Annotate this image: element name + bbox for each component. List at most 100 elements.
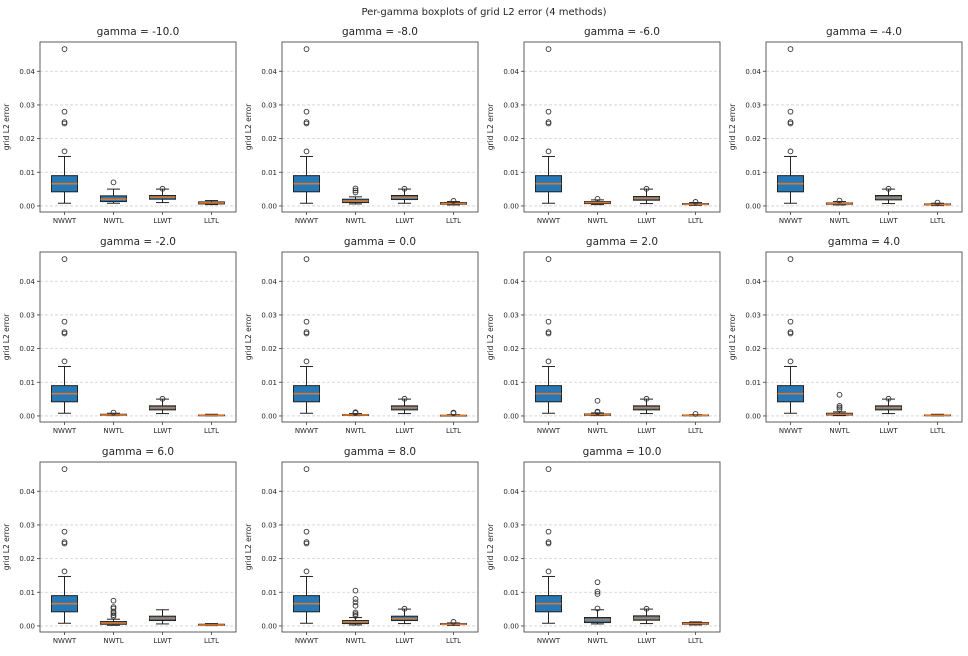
outlier-point [61,329,68,335]
y-tick-label: 0.04 [19,278,35,286]
outlier-point [303,119,310,125]
y-tick-label: 0.03 [261,521,277,529]
y-tick-label: 0.00 [745,412,761,420]
x-tick-label: LLWT [879,427,898,435]
y-axis-label: grid L2 error [244,313,253,360]
x-tick-label: NWTL [345,637,365,645]
outlier-point [836,391,843,398]
plot-frame [523,461,721,633]
y-tick-label: 0.04 [19,488,35,496]
y-tick-label: 0.03 [503,311,519,319]
y-axis-label: grid L2 error [2,313,11,360]
plot-frame [281,41,479,213]
outlier-point [352,185,359,192]
outlier-point [545,539,552,545]
subplot-title: gamma = 10.0 [583,446,662,458]
outlier-point [352,189,359,196]
x-tick-label: NWWT [537,427,561,435]
y-tick-label: 0.02 [503,135,519,143]
boxplot-NWTL [100,409,127,417]
outlier-point [61,318,68,325]
y-tick-label: 0.01 [261,379,277,387]
x-tick-label: LLTL [446,637,461,645]
outlier-point [110,409,117,416]
outlier-point [545,119,552,125]
outlier-point [450,198,457,204]
x-tick-label: NWWT [779,217,803,225]
outlier-point [110,604,117,610]
outlier-point [885,185,892,192]
y-tick-label: 0.04 [261,488,277,496]
subplot-title: gamma = -10.0 [97,26,180,38]
boxplot-NWTL [826,391,853,417]
y-tick-label: 0.01 [19,169,35,177]
x-tick-label: NWWT [537,637,561,645]
subplot-gamma--2: 0.00 0.01 0.02 0.03 0.04 gamma = -2.0 grid L2 … [2,236,237,435]
boxplot-NWWT [51,256,78,414]
plot-frame [281,461,479,633]
subplot-gamma-0: 0.00 0.01 0.02 0.03 0.04 gamma = 0.0 grid L2 e… [244,236,479,435]
y-tick-label: 0.04 [503,68,519,76]
outlier-point [787,148,794,155]
y-tick-label: 0.03 [745,311,761,319]
boxplot-NWTL [342,409,369,417]
outlier-point [643,395,650,402]
outlier-point [787,108,794,115]
x-tick-label: NWWT [53,427,77,435]
boxplot-NWWT [777,46,804,204]
boxplot-LLWT [633,605,660,625]
subplot-cell-gamma--10: 0.00 0.01 0.02 0.03 0.04 gamma = -10.0 grid L2… [0,22,242,232]
plot-frame [39,41,237,213]
outlier-point [787,256,794,262]
y-tick-label: 0.01 [261,589,277,597]
y-tick-label: 0.00 [19,412,35,420]
subplot-title: gamma = -6.0 [584,26,660,38]
outlier-point [594,579,601,586]
plot-frame [765,251,963,423]
y-tick-label: 0.00 [19,622,35,630]
outlier-point [401,395,408,402]
boxplot-NWTL [584,579,611,625]
subplot-gamma-4: 0.00 0.01 0.02 0.03 0.04 gamma = 4.0 grid L2 e… [728,236,963,435]
boxplot-LLTL [198,200,225,206]
y-axis-label: grid L2 error [2,523,11,570]
outlier-point [692,199,699,205]
x-tick-label: LLWT [637,217,656,225]
boxplot-NWTL [826,197,853,206]
x-tick-label: NWTL [829,217,849,225]
y-tick-label: 0.00 [503,412,519,420]
y-tick-label: 0.01 [19,589,35,597]
outlier-point [643,185,650,192]
y-tick-label: 0.02 [261,555,277,563]
outlier-point [787,318,794,325]
subplot-cell-gamma-2: 0.00 0.01 0.02 0.03 0.04 gamma = 2.0 grid L2 e… [484,232,726,442]
x-tick-label: LLTL [446,217,461,225]
y-axis-label: grid L2 error [244,103,253,150]
x-tick-label: LLWT [637,427,656,435]
boxplot-NWWT [535,256,562,414]
subplot-cell-gamma-6: 0.00 0.01 0.02 0.03 0.04 gamma = 6.0 grid L2 e… [0,442,242,652]
y-tick-label: 0.02 [261,135,277,143]
y-tick-label: 0.03 [503,101,519,109]
subplot-gamma--4: 0.00 0.01 0.02 0.03 0.04 gamma = -4.0 grid L2 … [728,26,963,225]
outlier-point [545,466,552,472]
boxplot-LLTL [198,413,225,417]
subplot-cell-gamma-8: 0.00 0.01 0.02 0.03 0.04 gamma = 8.0 grid L2 e… [242,442,484,652]
boxplot-LLTL [682,199,709,206]
boxplot-LLWT [391,185,418,204]
boxplot-LLWT [633,185,660,205]
subplot-gamma--10: 0.00 0.01 0.02 0.03 0.04 gamma = -10.0 grid L2… [2,26,237,225]
outlier-point [303,148,310,155]
outlier-point [545,318,552,325]
outlier-point [594,605,601,612]
outlier-point [401,605,408,612]
subplot-gamma-2: 0.00 0.01 0.02 0.03 0.04 gamma = 2.0 grid L2 e… [486,236,721,435]
outlier-point [594,588,601,595]
x-tick-label: NWWT [53,637,77,645]
plot-frame [765,41,963,213]
y-axis-label: grid L2 error [728,103,737,150]
outlier-point [61,108,68,115]
x-tick-label: LLWT [879,217,898,225]
x-tick-label: NWWT [537,217,561,225]
